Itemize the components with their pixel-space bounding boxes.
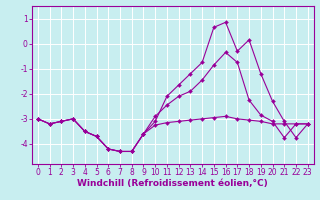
X-axis label: Windchill (Refroidissement éolien,°C): Windchill (Refroidissement éolien,°C) — [77, 179, 268, 188]
